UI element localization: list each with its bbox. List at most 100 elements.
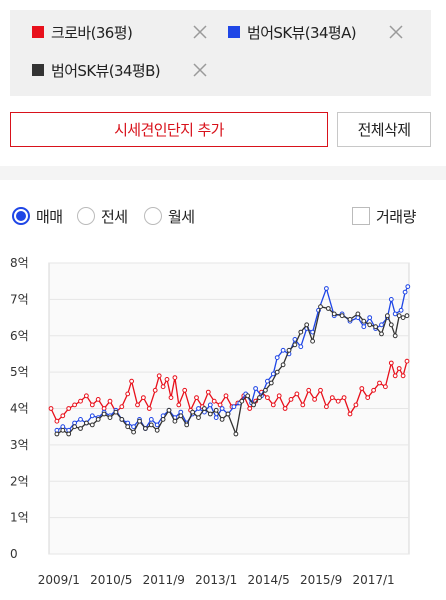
remove-crova-close-icon[interactable]: [192, 24, 208, 40]
data-point: [341, 395, 347, 401]
data-point: [298, 344, 304, 350]
data-point: [263, 387, 268, 393]
data-point: [392, 311, 398, 317]
data-point: [152, 387, 158, 393]
data-point: [119, 404, 125, 410]
data-point: [402, 289, 408, 295]
delete-all-button[interactable]: 전체삭제: [337, 112, 431, 147]
data-point: [176, 402, 182, 408]
data-point: [66, 431, 72, 437]
y-tick-label: 2억: [10, 474, 29, 488]
data-point: [211, 398, 217, 404]
data-point: [280, 362, 286, 368]
data-point: [54, 431, 60, 437]
data-point: [388, 297, 394, 302]
data-point: [353, 402, 359, 408]
data-point: [280, 347, 286, 353]
radio-unselected-icon[interactable]: [77, 207, 95, 225]
y-tick-label: 4억: [10, 402, 29, 416]
data-point: [318, 304, 323, 310]
data-point: [207, 402, 213, 408]
remove-sk-a-close-icon[interactable]: [388, 24, 404, 40]
red-swatch-icon: [32, 26, 44, 38]
legend-label: 범어SK뷰(34평A): [247, 23, 357, 42]
x-tick-label: 2010/5: [90, 573, 132, 587]
section-divider: [0, 166, 446, 180]
legend-label: 범어SK뷰(34평B): [51, 61, 161, 80]
data-point: [233, 431, 239, 437]
data-point: [78, 426, 83, 431]
x-tick-label: 2015/9: [300, 573, 342, 587]
data-point: [282, 406, 288, 411]
data-point: [239, 398, 245, 404]
data-point: [89, 413, 95, 419]
radio-sale[interactable]: 매매: [12, 205, 63, 227]
data-point: [78, 398, 83, 404]
data-point: [217, 402, 223, 408]
data-point: [101, 411, 107, 417]
data-point: [276, 393, 282, 399]
remove-sk-b-close-icon[interactable]: [192, 62, 208, 78]
data-point: [113, 409, 119, 415]
radio-label: 전세: [101, 207, 128, 226]
data-point: [196, 406, 201, 411]
radio-jeonse[interactable]: 전세: [77, 205, 128, 227]
data-point: [172, 418, 178, 424]
data-point: [253, 386, 259, 391]
data-point: [160, 417, 166, 422]
data-point: [270, 371, 276, 377]
x-tick-label: 2013/1: [195, 573, 237, 587]
radio-selected-icon[interactable]: [12, 207, 30, 225]
data-point: [213, 415, 219, 421]
data-point: [245, 393, 251, 399]
data-point: [78, 417, 83, 422]
data-point: [251, 402, 257, 408]
data-point: [207, 411, 213, 417]
data-point: [355, 311, 361, 317]
data-point: [194, 395, 199, 401]
data-point: [172, 375, 178, 381]
data-point: [156, 373, 162, 379]
data-point: [288, 397, 294, 402]
data-point: [383, 384, 388, 390]
data-point: [137, 418, 142, 424]
y-tick-label: 0: [10, 547, 18, 561]
data-point: [125, 424, 131, 430]
price-line-chart: 0 1억 2억 3억 4억 5억 6억 7억 8억 2009/1 2010/5 2011/9 2013/…: [10, 256, 411, 587]
data-point: [48, 406, 54, 411]
data-point: [339, 313, 345, 319]
data-point: [72, 402, 77, 408]
data-point: [125, 391, 131, 397]
data-point: [119, 417, 125, 422]
data-point: [178, 413, 184, 419]
data-point: [247, 406, 253, 411]
add-complex-button[interactable]: 시세견인단지 추가: [10, 112, 328, 147]
checkbox-icon[interactable]: [352, 207, 370, 225]
data-point: [60, 413, 66, 419]
data-point: [166, 407, 172, 413]
data-point: [168, 395, 174, 401]
trade-volume-checkbox[interactable]: 거래량: [352, 205, 416, 227]
data-point: [329, 395, 335, 401]
data-point: [292, 342, 298, 348]
data-point: [107, 415, 113, 421]
data-point: [325, 306, 331, 311]
radio-unselected-icon[interactable]: [144, 207, 162, 225]
data-point: [219, 406, 225, 411]
data-point: [231, 404, 237, 410]
data-point: [148, 417, 154, 422]
data-point: [324, 286, 329, 291]
data-point: [365, 395, 371, 401]
legend-item-sk-a: 범어SK뷰(34평A): [228, 21, 428, 43]
data-point: [400, 373, 406, 379]
data-point: [388, 322, 394, 328]
data-point: [396, 366, 402, 371]
compare-list: 크로바(36평) 범어SK뷰(34평A) 범어SK뷰(34평B): [10, 10, 431, 96]
data-point: [324, 404, 329, 410]
x-tick-label: 2014/5: [248, 573, 290, 587]
radio-monthly-rent[interactable]: 월세: [144, 205, 195, 227]
data-point: [129, 378, 135, 384]
legend-label: 크로바(36평): [51, 23, 133, 42]
blue-swatch-icon: [228, 26, 240, 38]
y-tick-label: 6억: [10, 329, 29, 343]
